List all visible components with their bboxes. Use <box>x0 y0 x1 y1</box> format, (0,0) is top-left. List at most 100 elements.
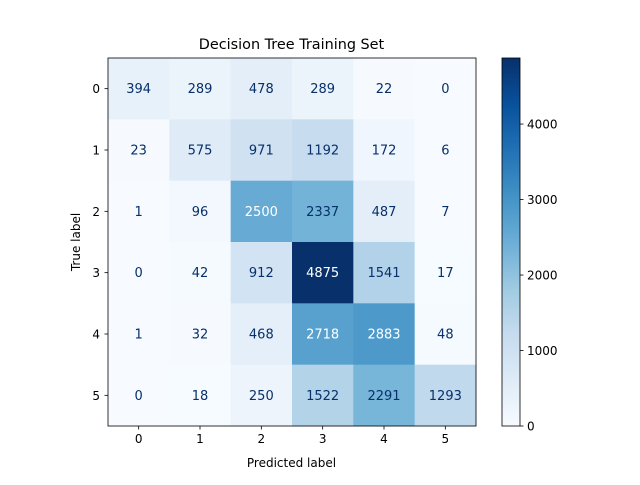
heatmap-cell <box>353 58 416 120</box>
cell-value-label: 1541 <box>367 266 400 281</box>
cell-value-label: 1293 <box>429 389 462 404</box>
cell-value-label: 172 <box>372 144 397 159</box>
heatmap-cell <box>292 58 354 120</box>
cell-value-label: 1 <box>135 205 143 220</box>
cell-value-label: 912 <box>249 266 274 281</box>
colorbar-tick-label: 4000 <box>527 118 558 132</box>
heatmap-cells: 394 289 478 289 22 023 575 971 1192 172 61 96 2500 23… <box>108 58 477 427</box>
heatmap-cell <box>108 242 170 304</box>
x-tick-label: 2 <box>258 432 266 446</box>
cell-value-label: 478 <box>249 82 274 97</box>
cell-value-label: 22 <box>376 82 393 97</box>
cell-value-label: 2718 <box>306 328 339 343</box>
colorbar-ticks: 0 1000 2000 3000 4000 <box>520 118 558 434</box>
heatmap-cell <box>353 242 416 304</box>
y-tick-label: 3 <box>92 266 100 280</box>
y-axis-label: True label <box>69 213 83 272</box>
cell-value-label: 96 <box>192 205 209 220</box>
heatmap-cell <box>414 119 477 182</box>
cell-value-label: 18 <box>192 389 209 404</box>
x-axis-label: Predicted label <box>247 456 336 470</box>
cell-value-label: 289 <box>188 82 213 97</box>
heatmap-cell <box>292 303 354 366</box>
cell-value-label: 0 <box>135 389 143 404</box>
heatmap-cell <box>169 180 232 243</box>
cell-value-label: 1192 <box>306 144 339 159</box>
heatmap-cell <box>292 119 354 182</box>
cell-value-label: 42 <box>192 266 209 281</box>
heatmap-cell <box>292 242 354 304</box>
cell-value-label: 17 <box>437 266 454 281</box>
cell-value-label: 0 <box>135 266 143 281</box>
cell-value-label: 394 <box>126 82 151 97</box>
y-tick-label: 1 <box>92 144 100 158</box>
y-tick-label: 0 <box>92 82 100 96</box>
heatmap-cell <box>108 303 170 366</box>
heatmap-cell <box>108 364 170 427</box>
cell-value-label: 48 <box>437 328 454 343</box>
x-tick-label: 5 <box>442 432 450 446</box>
heatmap-cell <box>108 58 170 120</box>
heatmap-cell <box>108 119 170 182</box>
cell-value-label: 4875 <box>306 266 339 281</box>
x-axis-ticks: 0 1 2 3 4 5 <box>135 426 449 446</box>
heatmap-cell <box>230 58 293 120</box>
y-tick-label: 5 <box>92 389 100 403</box>
x-tick-label: 4 <box>380 432 388 446</box>
heatmap-cell <box>414 303 477 366</box>
cell-value-label: 250 <box>249 389 274 404</box>
heatmap-cell <box>414 180 477 243</box>
heatmap-cell <box>169 364 232 427</box>
heatmap-cell <box>169 119 232 182</box>
colorbar-tick-label: 3000 <box>527 193 558 207</box>
cell-value-label: 289 <box>310 82 335 97</box>
x-tick-label: 3 <box>319 432 327 446</box>
x-tick-label: 0 <box>135 432 143 446</box>
cell-value-label: 487 <box>372 205 397 220</box>
cell-value-label: 2291 <box>367 389 400 404</box>
cell-value-label: 1 <box>135 328 143 343</box>
x-tick-label: 1 <box>196 432 204 446</box>
cell-value-label: 2337 <box>306 205 339 220</box>
heatmap-cell <box>230 303 293 366</box>
heatmap-cell <box>230 364 293 427</box>
colorbar-tick-label: 1000 <box>527 344 558 358</box>
heatmap-cell <box>353 364 416 427</box>
heatmap-cell <box>353 119 416 182</box>
chart-title: Decision Tree Training Set <box>199 37 385 53</box>
cell-value-label: 6 <box>441 144 449 159</box>
heatmap-cell <box>230 119 293 182</box>
cell-value-label: 971 <box>249 144 274 159</box>
heatmap-cell <box>353 303 416 366</box>
y-tick-label: 2 <box>92 205 100 219</box>
heatmap-cell <box>108 180 170 243</box>
cell-value-label: 468 <box>249 328 274 343</box>
heatmap-cell <box>353 180 416 243</box>
cell-value-label: 23 <box>130 144 147 159</box>
heatmap-cell <box>169 242 232 304</box>
plot-frame <box>107 57 477 427</box>
heatmap-cell <box>292 364 354 427</box>
heatmap-cell <box>169 303 232 366</box>
cell-value-label: 2500 <box>245 205 278 220</box>
cell-value-label: 0 <box>441 82 449 97</box>
y-tick-label: 4 <box>92 328 100 342</box>
heatmap-cell <box>230 180 293 243</box>
cell-value-label: 2883 <box>367 328 400 343</box>
colorbar-tick-label: 2000 <box>527 269 558 283</box>
colorbar-tick-label: 0 <box>527 420 535 434</box>
cell-value-label: 32 <box>192 328 209 343</box>
colorbar <box>501 57 521 427</box>
heatmap-cell <box>414 364 477 427</box>
heatmap-cell <box>292 180 354 243</box>
y-axis-ticks: 0 1 2 3 4 5 <box>92 82 108 403</box>
heatmap-cell <box>414 242 477 304</box>
heatmap-cell <box>169 58 232 120</box>
cell-value-label: 575 <box>188 144 213 159</box>
cell-value-label: 1522 <box>306 389 339 404</box>
cell-value-label: 7 <box>441 205 449 220</box>
heatmap-cell <box>230 242 293 304</box>
heatmap-cell <box>414 58 477 120</box>
